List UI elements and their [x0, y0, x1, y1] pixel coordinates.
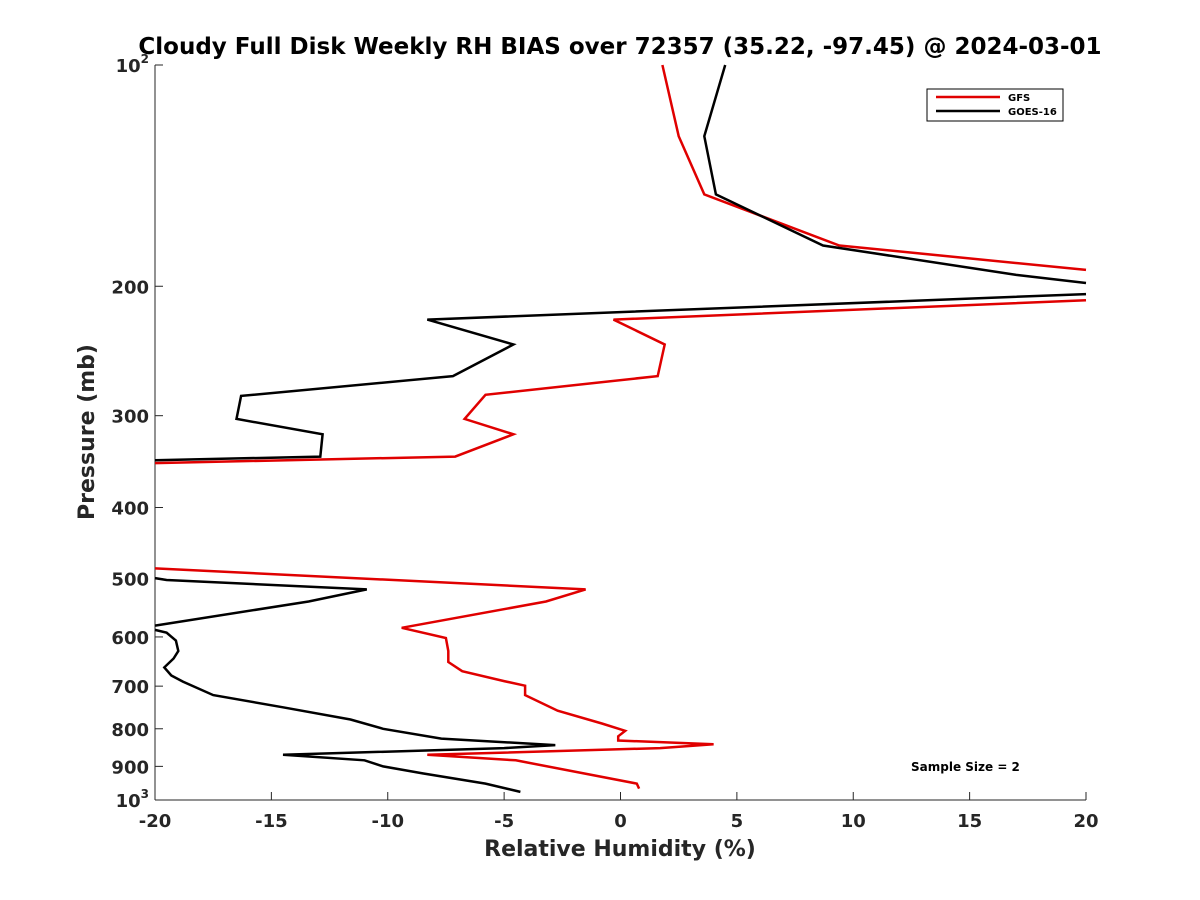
y-tick-label: 700 — [111, 677, 149, 698]
y-tick-label: 500 — [111, 570, 149, 591]
series-line-goes16 — [154, 576, 368, 627]
sample-size-annotation: Sample Size = 2 — [911, 760, 1020, 774]
series-line-gfs — [154, 299, 1087, 465]
series-line-goes16 — [154, 292, 1087, 462]
y-tick-label: 800 — [111, 720, 149, 741]
x-tick-label: 15 — [957, 811, 982, 832]
x-tick-label: -10 — [371, 811, 404, 832]
y-tick-label: 300 — [111, 407, 149, 428]
y-tick-label: 102 — [116, 52, 149, 77]
x-tick-label: -15 — [255, 811, 288, 832]
y-tick-label: 200 — [111, 277, 149, 298]
series-line-gfs — [154, 567, 714, 790]
legend-box — [926, 88, 1064, 122]
y-tick-label: 400 — [111, 499, 149, 520]
x-tick-label: -20 — [139, 811, 172, 832]
y-tick-label: 600 — [111, 628, 149, 649]
x-tick-label: 20 — [1073, 811, 1098, 832]
series-line-gfs — [661, 64, 1087, 272]
x-tick-label: 5 — [731, 811, 744, 832]
x-ticks: -20 -15 -10 -5 0 5 10 15 20 — [139, 792, 1099, 832]
series-line-goes16 — [703, 64, 1087, 285]
x-tick-label: 0 — [614, 811, 627, 832]
legend-label-gfs: GFS — [1008, 93, 1030, 104]
series-layer — [154, 64, 1087, 794]
x-tick-label: 10 — [841, 811, 866, 832]
plot-axes — [154, 65, 1086, 801]
series-line-goes16 — [154, 628, 556, 794]
y-tick-label: 900 — [111, 757, 149, 778]
y-tick-label: 103 — [116, 787, 149, 812]
legend-label-goes16: GOES-16 — [1008, 107, 1057, 118]
chart-title: Cloudy Full Disk Weekly RH BIAS over 723… — [138, 34, 1101, 60]
x-axis-label: Relative Humidity (%) — [484, 837, 756, 862]
legend: GFS GOES-16 — [926, 88, 1064, 122]
y-axis-label: Pressure (mb) — [75, 344, 100, 520]
x-tick-label: -5 — [494, 811, 514, 832]
